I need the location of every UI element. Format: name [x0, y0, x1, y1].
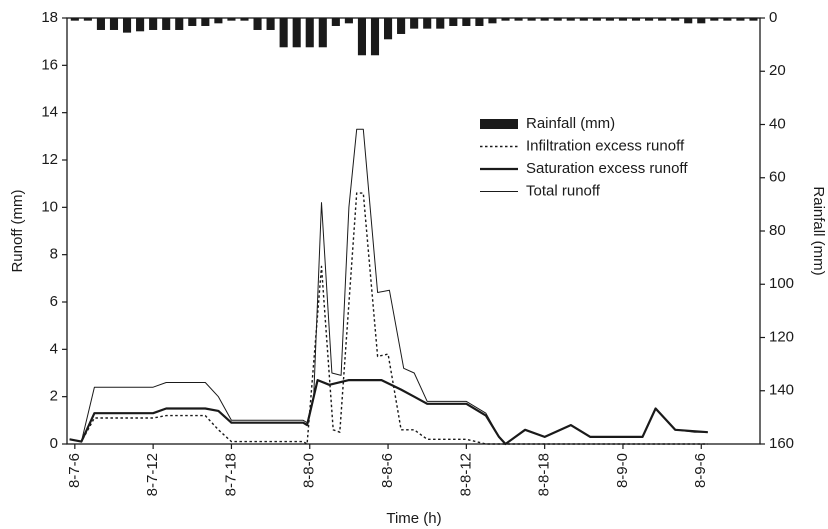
- rainfall-bar: [462, 18, 471, 26]
- rainfall-bar: [723, 18, 732, 21]
- rainfall-bar: [240, 18, 249, 21]
- y-tick-label: 8: [50, 246, 58, 263]
- x-tick-label: 8-9-6: [692, 453, 709, 488]
- rainfall-bar: [527, 18, 536, 21]
- plot-frame: [66, 17, 761, 445]
- y-tick-label: 12: [41, 151, 58, 168]
- rainfall-bar: [736, 18, 745, 21]
- rainfall-bar: [423, 18, 432, 29]
- y2-tick-label: 120: [769, 328, 794, 345]
- rainfall-bar: [605, 18, 614, 21]
- legend-swatch: [480, 119, 518, 129]
- rainfall-bar: [449, 18, 458, 26]
- rainfall-bar: [214, 18, 223, 24]
- x-tick-label: 8-8-18: [536, 453, 553, 496]
- x-tick-label: 8-7-6: [66, 453, 83, 488]
- rainfall-bar: [384, 18, 393, 40]
- y-axis-label: Runoff (mm): [9, 189, 26, 272]
- rainfall-bar: [592, 18, 601, 21]
- rainfall-bar: [566, 18, 575, 21]
- rainfall-bar: [266, 18, 275, 30]
- rainfall-bar: [279, 18, 288, 48]
- x-tick-label: 8-8-6: [379, 453, 396, 488]
- runoff-line: [69, 192, 708, 445]
- y-tick-label: 16: [41, 56, 58, 73]
- rainfall-bar: [618, 18, 628, 21]
- rainfall-bar: [227, 18, 236, 21]
- rainfall-bar: [188, 18, 197, 26]
- x-tick-label: 8-8-12: [457, 453, 474, 496]
- rainfall-bar: [357, 18, 366, 56]
- rainfall-bar: [658, 18, 667, 21]
- rainfall-bar: [292, 18, 301, 48]
- rainfall-bar: [136, 18, 145, 32]
- y2-tick-label: 40: [769, 115, 786, 132]
- rainfall-bar: [370, 18, 380, 56]
- y-tick-label: 10: [41, 198, 58, 215]
- rainfall-bar: [149, 18, 158, 30]
- y-tick-label: 0: [50, 435, 58, 452]
- rainfall-bar: [70, 18, 79, 21]
- rainfall-bar: [410, 18, 419, 29]
- rainfall-bar: [96, 18, 105, 30]
- rainfall-bar: [253, 18, 262, 30]
- y2-tick-label: 0: [769, 9, 777, 26]
- rainfall-bar: [109, 18, 119, 30]
- rainfall-bar: [540, 18, 549, 21]
- rainfall-bar: [344, 18, 353, 24]
- y2-tick-label: 160: [769, 435, 794, 452]
- rainfall-bar: [501, 18, 510, 21]
- rainfall-bar: [488, 18, 497, 24]
- rainfall-bar: [397, 18, 406, 34]
- legend-label: Total runoff: [526, 182, 601, 199]
- rainfall-bar: [697, 18, 706, 24]
- y-tick-label: 14: [41, 104, 58, 121]
- y2-tick-label: 60: [769, 169, 786, 186]
- legend-label: Infiltration excess runoff: [526, 137, 685, 154]
- x-tick-label: 8-8-0: [301, 453, 318, 488]
- runoff-line: [69, 128, 708, 445]
- rainfall-bar: [710, 18, 719, 21]
- y-tick-label: 18: [41, 9, 58, 26]
- y2-tick-label: 100: [769, 275, 794, 292]
- rainfall-bar: [579, 18, 588, 21]
- rainfall-bar: [175, 18, 184, 30]
- rainfall-bar: [553, 18, 562, 21]
- y-tick-label: 6: [50, 293, 58, 310]
- rainfall-bar: [684, 18, 693, 24]
- rainfall-bar: [671, 18, 680, 21]
- rainfall-bar: [645, 18, 654, 21]
- rainfall-bar: [305, 18, 314, 48]
- y2-axis-label: Rainfall (mm): [810, 186, 827, 275]
- y-tick-label: 2: [50, 388, 58, 405]
- rainfall-bar: [318, 18, 327, 48]
- y2-tick-label: 20: [769, 62, 786, 79]
- y2-tick-label: 140: [769, 382, 794, 399]
- rainfall-bar: [162, 18, 171, 30]
- rainfall-bar: [201, 18, 210, 26]
- rainfall-bar: [514, 18, 523, 21]
- x-tick-label: 8-7-18: [222, 453, 239, 496]
- y-tick-label: 4: [50, 340, 58, 357]
- rainfall-bar: [122, 18, 132, 33]
- y2-tick-label: 80: [769, 222, 786, 239]
- rainfall-bar: [475, 18, 484, 26]
- x-tick-label: 8-7-12: [144, 453, 161, 496]
- x-axis-label: Time (h): [386, 510, 441, 527]
- x-tick-label: 8-9-0: [614, 453, 631, 488]
- legend-label: Saturation excess runoff: [526, 160, 688, 177]
- rainfall-bar: [331, 18, 340, 26]
- rainfall-bar: [436, 18, 445, 29]
- rainfall-bar: [749, 18, 758, 21]
- rainfall-bar: [83, 18, 92, 21]
- runoff-line: [69, 379, 708, 446]
- legend-label: Rainfall (mm): [526, 115, 615, 132]
- rainfall-bar: [631, 18, 641, 21]
